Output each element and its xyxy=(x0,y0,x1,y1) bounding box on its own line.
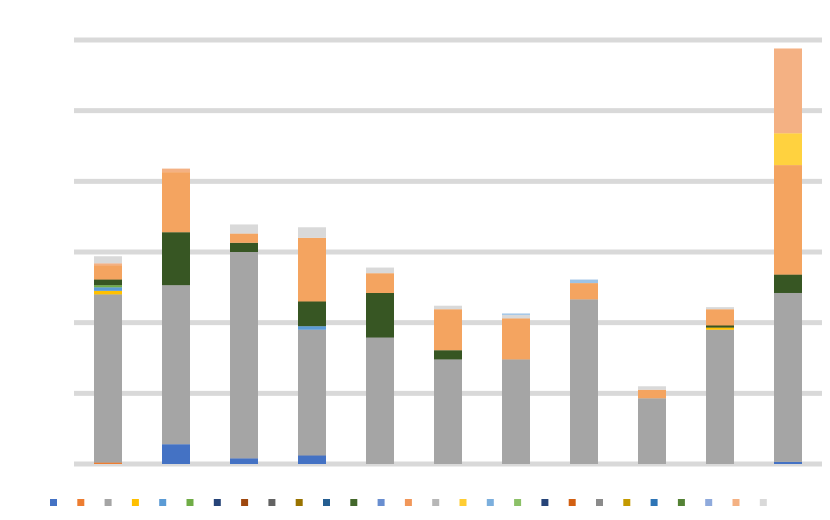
bar-segment xyxy=(502,359,530,464)
legend-marker xyxy=(104,499,112,506)
bar-segment xyxy=(706,327,734,330)
bar-segment xyxy=(570,279,598,284)
legend-marker xyxy=(432,499,440,506)
bar-segment xyxy=(774,461,802,464)
bar-segment xyxy=(638,389,666,399)
bar-segment xyxy=(94,263,122,266)
bar-segment xyxy=(366,273,394,293)
legend-marker xyxy=(514,499,522,506)
bar-segment xyxy=(230,224,258,234)
legend-marker xyxy=(50,499,57,506)
legend-marker xyxy=(732,499,740,506)
bar-segment xyxy=(366,337,394,464)
bar-segment xyxy=(774,165,802,275)
bar-segment xyxy=(434,309,462,351)
bar-segment xyxy=(298,326,326,330)
bar-segment xyxy=(94,287,122,291)
bar-segment xyxy=(706,329,734,464)
bar-segment xyxy=(774,274,802,293)
legend-marker xyxy=(295,499,303,506)
bar-segment xyxy=(502,314,530,319)
legend-marker xyxy=(404,499,412,506)
legend-marker xyxy=(486,499,494,506)
bar-segment xyxy=(94,294,122,463)
bar-segment xyxy=(230,233,258,243)
bar-segment xyxy=(94,279,122,286)
legend-marker xyxy=(323,499,330,506)
legend-marker xyxy=(596,499,603,506)
legend-marker xyxy=(623,499,631,506)
bar-segment xyxy=(366,292,394,338)
bar-segment xyxy=(298,329,326,456)
legend-marker xyxy=(377,499,385,506)
bar-segment xyxy=(162,172,190,233)
bar-segment xyxy=(502,313,530,315)
legend-marker xyxy=(131,499,139,506)
bar-segment xyxy=(774,292,802,462)
legend-marker xyxy=(77,499,85,506)
bar-segment xyxy=(570,299,598,464)
bar-segment xyxy=(94,256,122,264)
bar-segment xyxy=(774,48,802,134)
bar-segment xyxy=(774,133,802,166)
bar-segment xyxy=(638,398,666,464)
bar-segment xyxy=(298,237,326,302)
legend-marker xyxy=(159,499,167,506)
legend-marker xyxy=(213,499,221,506)
bar-segment xyxy=(434,359,462,464)
bar-segment xyxy=(570,283,598,300)
bar-segment xyxy=(162,285,190,445)
bar-segment xyxy=(434,350,462,360)
bar-segment xyxy=(706,309,734,326)
legend-marker xyxy=(541,499,549,506)
bar-segment xyxy=(230,458,258,464)
bar-segment xyxy=(434,305,462,310)
bar-segment xyxy=(162,444,190,464)
bar-segment xyxy=(94,285,122,288)
bar-segment xyxy=(366,267,394,274)
legend-marker xyxy=(650,499,658,506)
bar-segment xyxy=(502,318,530,360)
bar-segment xyxy=(638,386,666,390)
legend-marker xyxy=(241,499,249,506)
legend-marker xyxy=(186,499,194,506)
bar-segment xyxy=(298,227,326,238)
legend-marker xyxy=(705,499,713,506)
legend-marker xyxy=(350,499,358,506)
legend-marker xyxy=(459,499,467,506)
bar-segment xyxy=(298,301,326,327)
legend-marker xyxy=(268,499,276,506)
bar-segment xyxy=(94,265,122,280)
bar-segment xyxy=(706,325,734,328)
bar-segment xyxy=(94,290,122,295)
legend-marker xyxy=(677,499,685,506)
legend-marker xyxy=(568,499,576,506)
bar-segment xyxy=(162,232,190,286)
bar-segment xyxy=(230,252,258,459)
bar-segment xyxy=(298,455,326,464)
bar-segment xyxy=(94,462,122,464)
legend-marker xyxy=(759,499,767,506)
bar-segment xyxy=(706,307,734,310)
bar-segment xyxy=(230,242,258,252)
bar-segment xyxy=(162,168,190,173)
